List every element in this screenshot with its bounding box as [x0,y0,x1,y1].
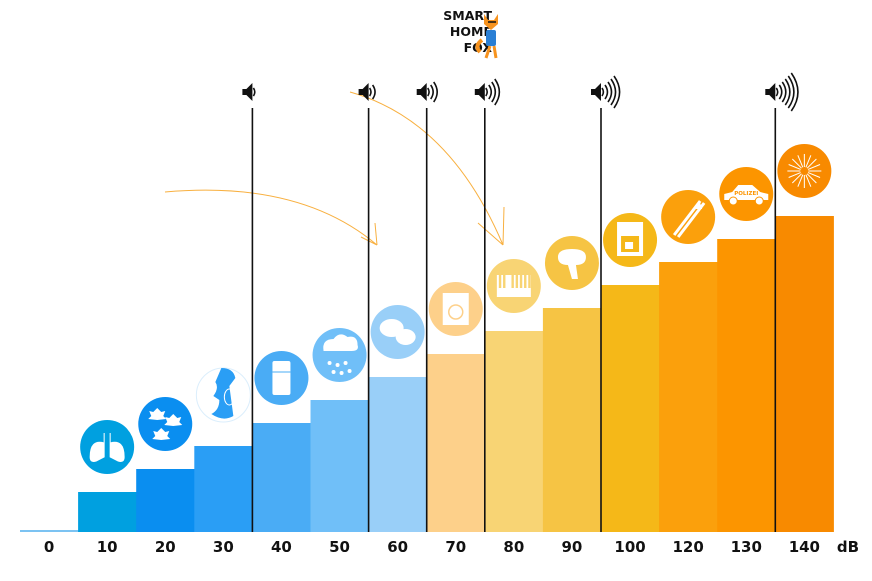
speaker-icon [474,78,501,106]
unit-label: dB [837,538,859,556]
bar-40db [252,423,311,532]
refrigerator-icon [254,351,309,405]
arrow-1 [164,189,378,246]
bar-120db [659,262,718,532]
bar-100db [601,285,660,532]
speaker-icon [765,72,799,112]
bar-140db [775,216,834,532]
bar-70db [426,354,486,532]
police-car-icon: POLIZEI [719,167,774,221]
hair-dryer-icon [544,236,599,290]
tick-label: 40 [271,538,292,556]
tick-label: 140 [789,538,820,556]
conversation-icon [370,305,425,359]
tick-label: 120 [672,538,703,556]
bar-30db [194,446,253,532]
tick-label: 20 [155,538,176,556]
bar-10db [78,492,137,532]
bar-0db [20,530,79,532]
trombone-icon [661,190,716,244]
speaker-icon [591,75,621,109]
tick-label: 0 [44,538,54,556]
lungs-icon [80,420,135,474]
piano-icon [486,259,541,313]
tick-label: 70 [445,538,466,556]
bar-50db [310,400,370,532]
whisper-ear-icon [195,367,251,423]
washing-machine-icon [428,282,483,336]
fox-mascot-icon [475,14,498,59]
tick-label: 10 [97,538,118,556]
bar-20db [136,469,195,532]
smart-home-fox-logo: SMART HOME FOX [430,8,520,60]
rain-icon [312,328,367,382]
speaker-icon [242,83,256,101]
speaker-icon [416,81,438,103]
tick-label: 50 [329,538,350,556]
speaker-icon [358,83,376,101]
arrow-2 [349,91,505,246]
logo-line-2: HOME [449,24,492,39]
tick-label: 130 [731,538,762,556]
tick-label: 80 [503,538,524,556]
bar-90db [542,308,602,532]
coffee-machine-icon [603,213,658,267]
fireworks-icon [777,144,832,198]
bar-80db [484,331,544,532]
logo-line-1: SMART [443,8,492,23]
svg-text:POLIZEI: POLIZEI [734,191,758,197]
tick-label: 90 [562,538,583,556]
tick-label: 100 [614,538,645,556]
tick-label: 30 [213,538,234,556]
tick-label: 60 [387,538,408,556]
falling-leaves-icon [138,397,193,451]
bar-130db [717,239,776,532]
bar-60db [368,377,428,532]
